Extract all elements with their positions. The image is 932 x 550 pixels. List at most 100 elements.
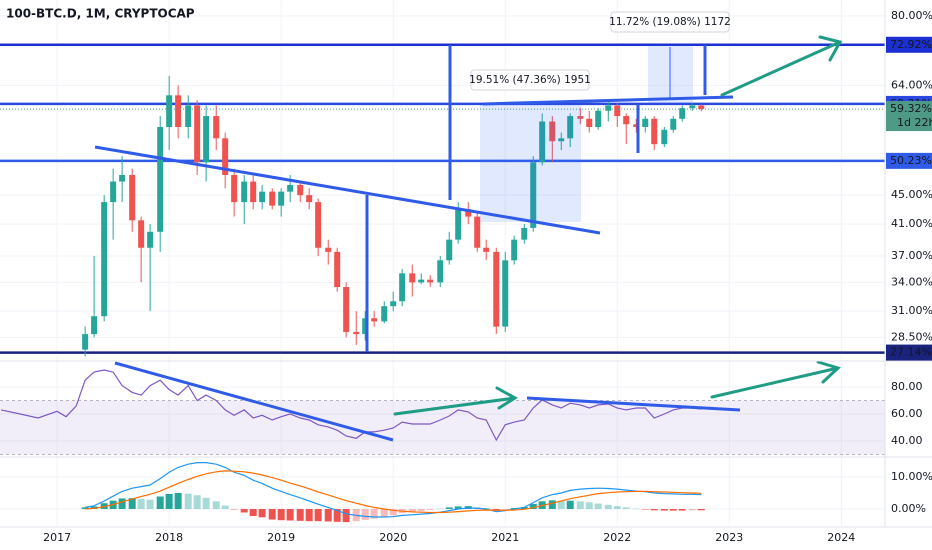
candle-body [549,121,556,142]
histogram-bar [118,498,126,509]
histogram-bar [594,503,602,509]
candle-body [119,175,126,182]
histogram-bar [678,508,686,511]
candle-body [138,220,145,248]
histogram-bar [81,507,89,509]
x-tick-label: 2018 [155,531,183,544]
price-level-label: 72.92% [890,38,932,51]
candle-body [446,239,453,261]
candle-body [474,216,481,248]
candle-body [110,181,117,203]
histogram-bar [305,508,313,522]
candle-body [521,227,528,240]
histogram-bar [688,508,696,511]
annotation: 19.51% (47.36%) 1951 [469,74,591,86]
candle-body [418,279,425,283]
histogram-bar [417,508,425,511]
candle-body [409,273,416,283]
histogram-bar [137,499,145,509]
price-level-badge [886,36,932,53]
histogram-bar [501,508,509,510]
histogram-bar [296,508,304,521]
candle-body [483,247,490,252]
candle-body [455,209,462,240]
candle-body [101,202,108,317]
histogram-bar [146,499,154,509]
histogram-bar [165,493,173,509]
histogram-bar [622,507,630,509]
marks-layer [0,43,885,523]
annotation-box [470,69,590,91]
candle-body [595,110,602,128]
histogram-bar [436,508,444,510]
histogram-bar [641,508,649,510]
candle-body [185,105,192,128]
candle-body [698,105,705,110]
candle-body [231,175,238,203]
histogram-bar [697,508,705,511]
candle-body [493,251,500,327]
histogram-bar [426,508,434,510]
candle-body [511,239,518,261]
x-tick-label: 2024 [827,531,855,544]
histogram-bar [202,497,210,509]
candle-body [325,247,332,252]
candle-body [278,191,285,206]
histogram-bar [184,493,192,509]
candle-body [390,301,397,307]
arrow [710,366,840,399]
y-tick-label: 40.00 [891,434,923,447]
arrows [393,35,843,416]
candle-body [679,108,686,119]
candle-body [334,251,341,288]
candle-body [157,127,164,232]
last-price-badge [886,101,932,132]
x-tick-label: 2021 [491,531,519,544]
candle-body [213,116,220,139]
candle-body [651,118,658,145]
y-tick-label: 80.00% [891,9,932,22]
candle-body [558,138,565,142]
histogram-bar [529,503,537,509]
candle-body [353,331,360,335]
countdown: 1d 22h [897,116,932,129]
y-tick-label: 37.00% [891,249,932,262]
histogram-bar [548,500,556,509]
candle-body [362,318,369,335]
histogram-bar [277,508,285,521]
candle-body [614,105,621,117]
histogram-bar [174,492,182,509]
x-tick-label: 2019 [267,531,295,544]
histogram-bar [128,498,136,509]
trendline [482,95,734,106]
annotation-box [610,11,730,33]
y-tick-label: 41.00% [891,217,932,230]
candle-body [605,105,612,111]
candle-body [203,116,210,163]
y-tick-label: 64.00% [891,78,932,91]
histogram-bar [193,495,201,509]
candle-body [633,124,640,128]
candle-body [399,273,406,302]
histogram-bar [286,508,294,521]
histogram-bar [389,508,397,516]
histogram-bar [576,501,584,509]
histogram-bar [520,507,528,509]
candle-body [287,184,294,192]
candle-body [194,105,201,163]
y-tick-label: 34.00% [891,275,932,288]
candle-body [381,306,388,322]
candle-body [82,334,89,350]
candle-body [586,118,593,128]
candle-body [670,118,677,130]
candle-body [297,184,304,196]
histogram-bar [240,508,248,513]
candle-body [427,279,434,283]
drawings-layer: 19.51% (47.36%) 1951 11.72% (19.08%) 117… [6,7,843,442]
price-axis-background [885,0,932,550]
histogram-bar [669,508,677,511]
histogram-bar [212,501,220,509]
arrow-head [495,386,518,410]
histogram-bar [408,508,416,512]
candle-body [222,138,229,176]
